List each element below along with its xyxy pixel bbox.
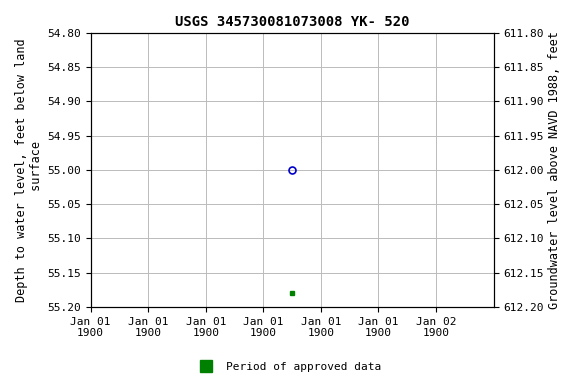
Y-axis label: Depth to water level, feet below land
 surface: Depth to water level, feet below land su… <box>15 38 43 302</box>
Y-axis label: Groundwater level above NAVD 1988, feet: Groundwater level above NAVD 1988, feet <box>548 31 561 309</box>
Legend: Period of approved data: Period of approved data <box>191 358 385 377</box>
Title: USGS 345730081073008 YK- 520: USGS 345730081073008 YK- 520 <box>175 15 410 29</box>
